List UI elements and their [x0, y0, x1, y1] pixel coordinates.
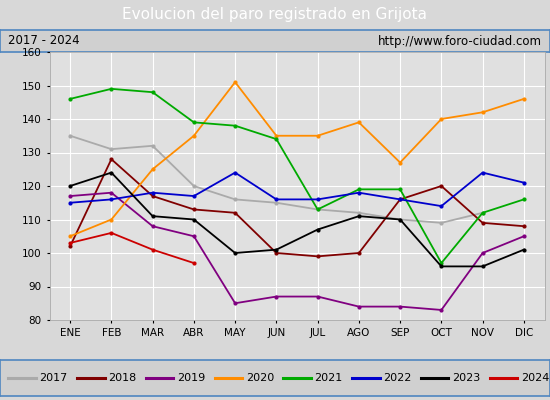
Text: 2019: 2019	[177, 373, 205, 383]
Text: 2022: 2022	[383, 373, 412, 383]
Text: Evolucion del paro registrado en Grijota: Evolucion del paro registrado en Grijota	[123, 8, 427, 22]
Text: 2018: 2018	[108, 373, 136, 383]
Text: 2024: 2024	[521, 373, 549, 383]
Text: 2020: 2020	[246, 373, 274, 383]
Text: http://www.foro-ciudad.com: http://www.foro-ciudad.com	[378, 34, 542, 48]
Text: 2023: 2023	[452, 373, 480, 383]
Text: 2017: 2017	[40, 373, 68, 383]
Text: 2017 - 2024: 2017 - 2024	[8, 34, 80, 48]
Text: 2021: 2021	[315, 373, 343, 383]
